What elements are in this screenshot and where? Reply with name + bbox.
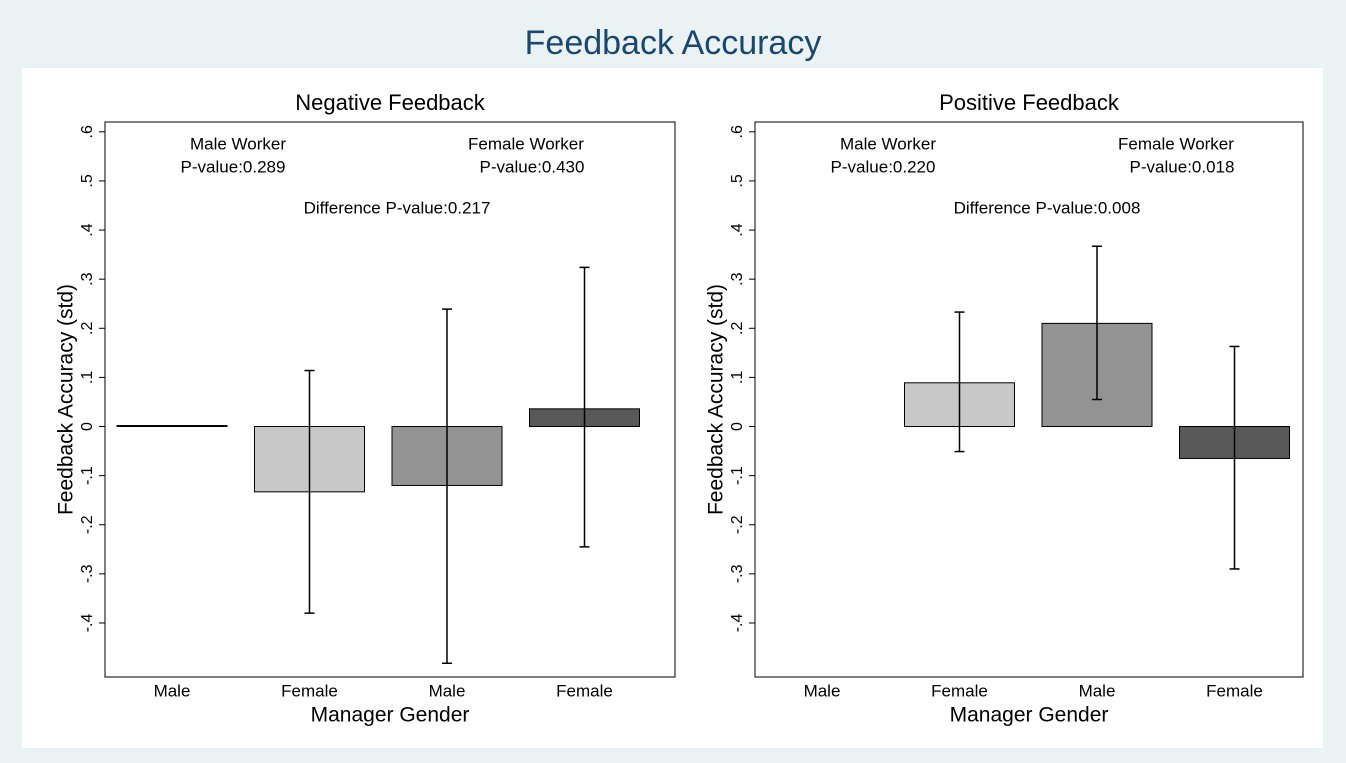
- annotation: P-value:0.289: [181, 157, 286, 176]
- x-tick-label: Female: [931, 681, 988, 700]
- y-tick-label: -.1: [729, 466, 746, 485]
- annotation: Female Worker: [1118, 134, 1234, 153]
- y-tick-label: .6: [729, 125, 746, 138]
- y-tick-label: 0: [79, 422, 96, 431]
- y-tick-label: -.4: [729, 614, 746, 633]
- bar: [116, 425, 228, 428]
- y-tick-label: .1: [729, 371, 746, 384]
- y-tick-label: .4: [79, 223, 96, 236]
- y-tick-label: .4: [729, 223, 746, 236]
- y-tick-label: .2: [79, 322, 96, 335]
- x-tick-label: Female: [1206, 681, 1263, 700]
- y-tick-label: .3: [79, 272, 96, 285]
- plot-frame: [104, 121, 676, 678]
- y-tick-label: 0: [729, 422, 746, 431]
- annotation: Male Worker: [190, 134, 286, 153]
- y-tick-label: -.3: [79, 564, 96, 583]
- x-axis-label: Manager Gender: [950, 704, 1109, 727]
- annotation: Difference P-value:0.217: [304, 198, 491, 217]
- y-tick-label: -.3: [729, 564, 746, 583]
- y-tick-label: .1: [79, 371, 96, 384]
- y-axis-label: Feedback Accuracy (std): [55, 284, 78, 515]
- y-tick-label: -.2: [729, 515, 746, 534]
- annotation: P-value:0.018: [1130, 157, 1235, 176]
- y-tick-label: -.4: [79, 614, 96, 633]
- x-tick-label: Male: [154, 681, 191, 700]
- x-tick-label: Male: [804, 681, 841, 700]
- x-tick-label: Male: [1079, 681, 1116, 700]
- annotation: P-value:0.430: [480, 157, 585, 176]
- y-axis-label: Feedback Accuracy (std): [705, 284, 728, 515]
- y-tick-label: .5: [79, 174, 96, 187]
- y-tick-label: .6: [79, 125, 96, 138]
- y-tick-label: .2: [729, 322, 746, 335]
- annotation: P-value:0.220: [831, 157, 936, 176]
- y-tick-label: .3: [729, 272, 746, 285]
- annotation: Difference P-value:0.008: [954, 198, 1141, 217]
- annotation: Female Worker: [468, 134, 584, 153]
- y-tick-label: -.2: [79, 515, 96, 534]
- y-tick-label: -.1: [79, 466, 96, 485]
- x-tick-label: Female: [556, 681, 613, 700]
- annotation: Male Worker: [840, 134, 936, 153]
- y-tick-label: .5: [729, 174, 746, 187]
- panel-title: Negative Feedback: [295, 90, 486, 115]
- x-tick-label: Male: [429, 681, 466, 700]
- figure-title: Feedback Accuracy: [525, 24, 822, 62]
- x-tick-label: Female: [281, 681, 338, 700]
- plot-frame: [754, 121, 1304, 678]
- x-axis-label: Manager Gender: [311, 704, 470, 727]
- panel-title: Positive Feedback: [939, 90, 1120, 115]
